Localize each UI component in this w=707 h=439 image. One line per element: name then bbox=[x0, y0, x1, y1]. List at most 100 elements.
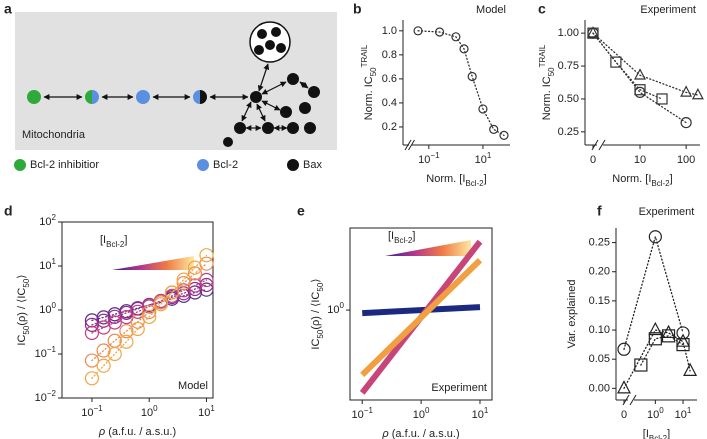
panel-annotation: Experiment bbox=[639, 206, 695, 218]
y-axis-label: Norm. IC50TRAIL bbox=[360, 44, 378, 120]
x-tick-label-base: 10 bbox=[475, 154, 487, 166]
axis-break bbox=[629, 394, 637, 406]
marker bbox=[617, 380, 631, 394]
series-line bbox=[362, 304, 481, 317]
marker bbox=[587, 26, 599, 38]
x-tick-label-exp: −1 bbox=[430, 151, 440, 160]
x-tick-label: 0 bbox=[621, 409, 627, 421]
y-tick-label: 0.8 bbox=[382, 49, 397, 61]
axis-break bbox=[598, 139, 606, 151]
x-axis-label: Norm. [IBcl-2] bbox=[426, 173, 486, 188]
y-tick-label-base: 0.25 bbox=[558, 126, 579, 138]
marker bbox=[119, 324, 134, 339]
marker bbox=[153, 297, 168, 312]
marker bbox=[413, 26, 423, 36]
marker bbox=[176, 272, 191, 287]
series-line bbox=[592, 32, 699, 96]
x-tick-label: 10−1 bbox=[352, 406, 374, 421]
marker bbox=[680, 85, 693, 97]
marker bbox=[676, 333, 691, 347]
y-tick-label: 0.05 bbox=[589, 353, 610, 365]
legend-swatch bbox=[287, 159, 299, 171]
marker bbox=[142, 304, 157, 320]
x-tick-label-exp: 1 bbox=[484, 406, 489, 415]
y-tick-label-base: 1.00 bbox=[558, 27, 579, 39]
y-axis-label-part: 50 bbox=[547, 67, 556, 76]
colorbar-label-part: ] bbox=[412, 230, 415, 242]
y-tick-label-base: 0.00 bbox=[589, 382, 610, 394]
panel-label: c bbox=[538, 1, 546, 17]
x-tick-label: 10−1 bbox=[81, 404, 103, 419]
panel-label: d bbox=[4, 203, 13, 219]
y-tick-label: 0.50 bbox=[558, 93, 579, 105]
x-axis-label-part: Bcl-2 bbox=[649, 434, 668, 439]
y-tick-label-exp: 2 bbox=[52, 213, 57, 222]
x-axis-label-part: ] bbox=[670, 173, 673, 185]
y-tick-label-base: 0.15 bbox=[589, 295, 610, 307]
x-tick-label: 10 bbox=[634, 154, 646, 166]
marker bbox=[648, 230, 662, 244]
colorbar-label-part: Bcl-2 bbox=[106, 240, 125, 249]
y-tick-label: 101 bbox=[39, 257, 56, 272]
marker bbox=[634, 358, 648, 372]
y-tick-label-base: 0.20 bbox=[589, 266, 610, 278]
marker bbox=[489, 124, 499, 134]
marker bbox=[96, 343, 111, 358]
marker bbox=[199, 248, 214, 263]
x-tick-label-exp: 0 bbox=[659, 406, 664, 415]
y-tick-label: 10−2 bbox=[35, 389, 57, 404]
y-tick-label: 100 bbox=[39, 301, 56, 316]
marker bbox=[499, 130, 509, 140]
x-tick-label-exp: 1 bbox=[687, 406, 692, 415]
series-line bbox=[592, 32, 687, 124]
y-tick-label-exp: 1 bbox=[52, 257, 57, 266]
y-tick-label-base: 10 bbox=[39, 260, 51, 272]
x-tick-label-exp: 1 bbox=[487, 151, 492, 160]
x-tick-label-exp: 0 bbox=[153, 404, 158, 413]
panel-label: f bbox=[597, 203, 602, 219]
y-tick-label-base: 0.25 bbox=[589, 236, 610, 248]
marker bbox=[634, 84, 646, 96]
marker bbox=[661, 324, 676, 339]
x-axis-label: ρ (a.f.u. / a.s.u.) bbox=[381, 428, 459, 439]
y-tick-label: 0.2 bbox=[382, 121, 397, 133]
x-tick-label: 100 bbox=[677, 154, 695, 166]
region-label: Mitochondria bbox=[22, 129, 86, 141]
marker bbox=[459, 44, 469, 54]
panel-annotation: Model bbox=[178, 380, 208, 392]
marker bbox=[467, 71, 477, 82]
x-tick-label-exp: −1 bbox=[364, 406, 374, 415]
panel-label: a bbox=[4, 1, 12, 17]
axis-break bbox=[404, 139, 412, 151]
marker bbox=[130, 321, 145, 337]
marker bbox=[451, 32, 461, 42]
y-tick-label: 0.25 bbox=[558, 126, 579, 138]
y-tick-label-base: 0.50 bbox=[558, 93, 579, 105]
legend-swatch bbox=[14, 159, 26, 171]
x-axis-label-part: ] bbox=[484, 173, 487, 185]
series-line bbox=[417, 30, 505, 137]
y-tick-label-exp: 0 bbox=[52, 301, 57, 310]
marker bbox=[478, 104, 488, 114]
marker bbox=[199, 272, 214, 288]
y-axis-label-part: TRAIL bbox=[538, 44, 547, 67]
y-axis-label: IC50(ρ) / ⟨IC50⟩ bbox=[16, 274, 31, 345]
complex-half bbox=[85, 90, 92, 104]
marker bbox=[656, 93, 668, 105]
y-tick-label: 0.75 bbox=[558, 60, 579, 72]
marker bbox=[187, 278, 203, 293]
x-tick-label: 0 bbox=[590, 154, 596, 166]
diagram: a Mitochondria Bcl-2 inhibitior Bcl-2 Ba… bbox=[4, 1, 337, 171]
x-tick-label-base: 10 bbox=[472, 409, 484, 421]
marker bbox=[634, 86, 646, 98]
marker bbox=[617, 342, 631, 356]
x-tick-label-exp: 1 bbox=[210, 404, 215, 413]
inhibitor bbox=[27, 90, 41, 104]
x-axis-label: ρ (a.f.u. / a.s.u.) bbox=[98, 426, 176, 438]
marker bbox=[107, 315, 122, 330]
y-tick-label-base: 10 bbox=[35, 348, 47, 360]
marker bbox=[610, 56, 622, 68]
y-axis-label: Var. explained bbox=[566, 280, 578, 349]
marker bbox=[199, 277, 214, 293]
marker bbox=[187, 260, 203, 275]
